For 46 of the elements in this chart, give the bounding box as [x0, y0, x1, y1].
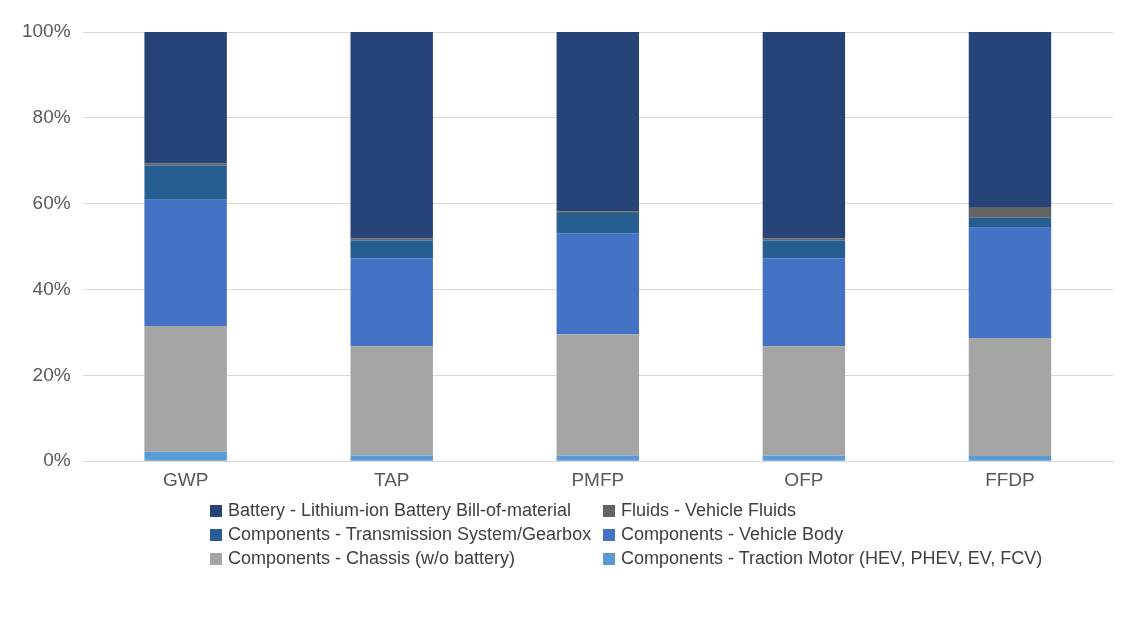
- y-tick-label: 20%: [32, 363, 71, 385]
- bar: [762, 258, 846, 347]
- legend-label: Components - Traction Motor (HEV, PHEV, EV, FCV): [621, 548, 1043, 569]
- bar: [144, 163, 227, 166]
- bar: [762, 455, 846, 461]
- bar: [350, 258, 433, 347]
- legend-label: Battery - Lithium-ion Battery Bill-of-material: [228, 500, 572, 521]
- bar: [968, 217, 1052, 228]
- bar: [762, 238, 846, 241]
- bar: [144, 199, 227, 326]
- legend-label: Components - Chassis (w/o battery): [228, 548, 516, 569]
- bar: [556, 455, 640, 461]
- legend-label: Components - Transmission System/Gearbox: [228, 524, 592, 545]
- bar: [350, 238, 433, 241]
- bar: [350, 240, 433, 259]
- bar: [350, 455, 433, 461]
- bar: [350, 346, 433, 456]
- bar: [968, 338, 1052, 457]
- bar: [144, 165, 227, 200]
- bar: [556, 334, 640, 456]
- bar: [144, 32, 227, 164]
- bar: [762, 240, 846, 259]
- x-tick-label: FFDP: [985, 468, 1035, 490]
- legend-label: Fluids - Vehicle Fluids: [621, 500, 797, 521]
- bar: [762, 346, 846, 456]
- bar: [144, 451, 227, 461]
- bar: [968, 32, 1052, 208]
- y-tick-label: 0%: [43, 449, 71, 471]
- bar: [144, 326, 227, 452]
- bar: [968, 227, 1052, 339]
- x-tick-label: OFP: [784, 468, 824, 490]
- bar: [968, 207, 1052, 218]
- y-tick-label: 80%: [32, 106, 71, 128]
- y-tick-label: 40%: [32, 277, 71, 299]
- x-tick-label: GWP: [162, 468, 209, 490]
- bar: [350, 32, 433, 239]
- bar: [556, 213, 640, 234]
- bar: [556, 32, 640, 212]
- y-tick-label: 60%: [32, 191, 71, 213]
- legend-label: Components - Vehicle Body: [621, 524, 844, 545]
- bar: [968, 456, 1052, 461]
- bar: [556, 233, 640, 335]
- x-tick-label: PMFP: [571, 468, 625, 490]
- bar: [762, 32, 846, 239]
- x-tick-label: TAP: [373, 468, 410, 490]
- y-tick-label: 100%: [21, 20, 71, 42]
